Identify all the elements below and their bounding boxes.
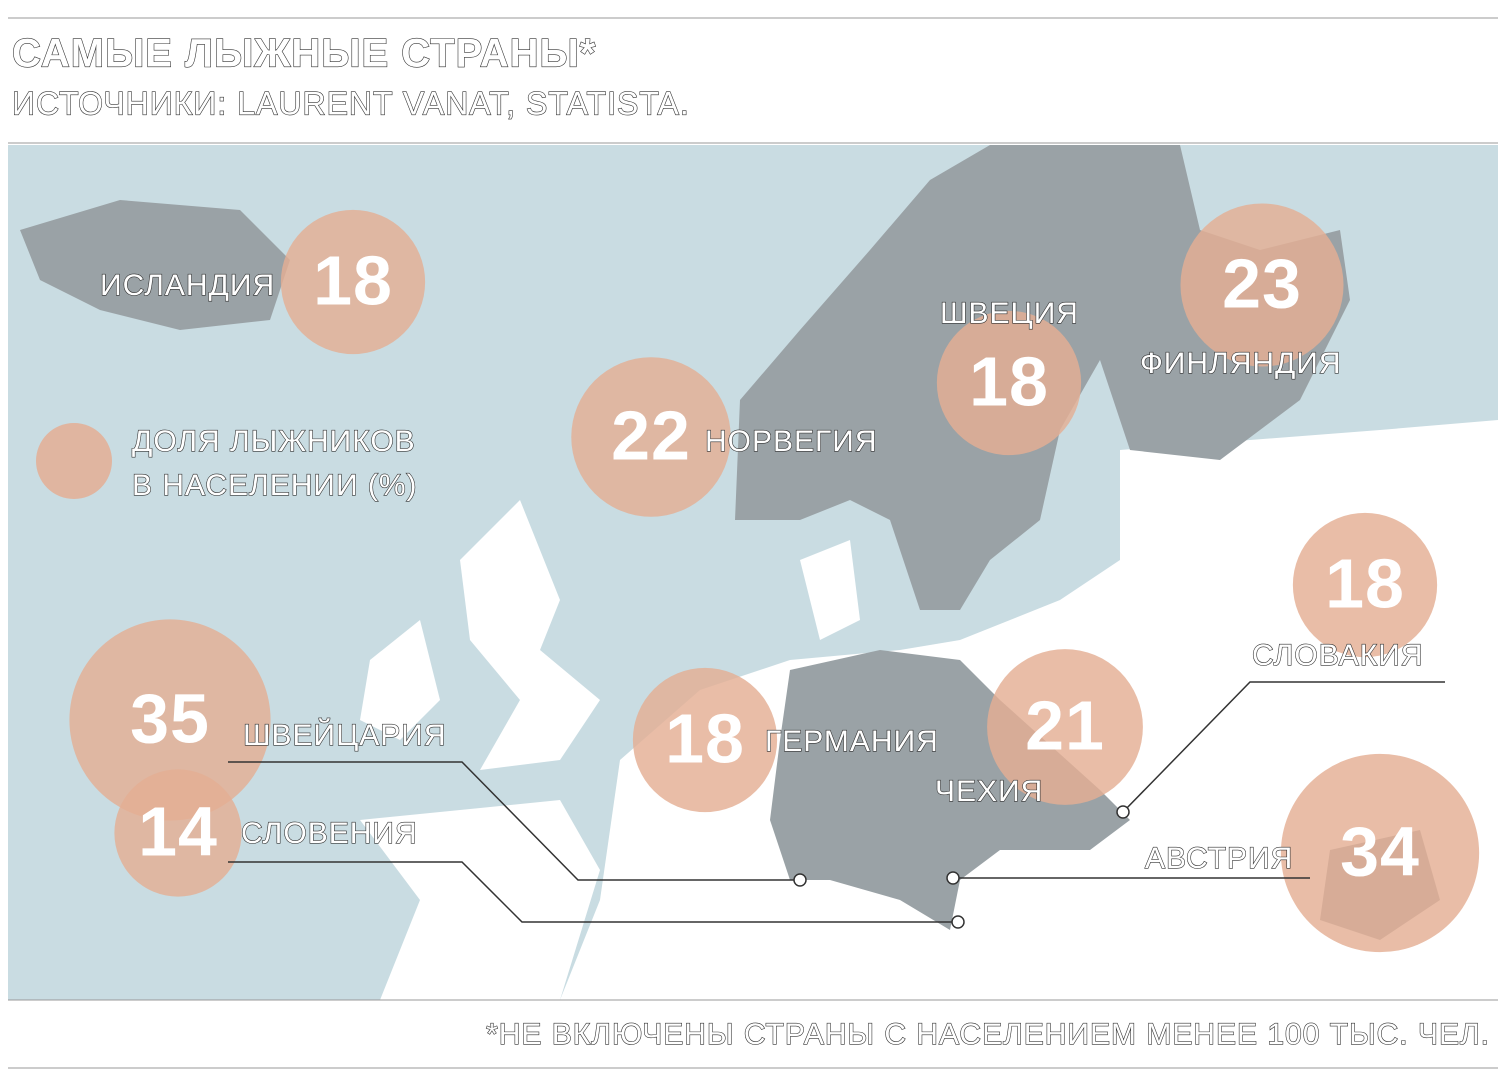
bubble (936, 310, 1082, 456)
country-label: ЧЕХИЯ (935, 775, 1043, 808)
bubble (1180, 203, 1344, 367)
leader-dot (946, 871, 960, 885)
country-label: СЛОВЕНИЯ (241, 817, 418, 850)
legend-label: ДОЛЯ ЛЫЖНИКОВ (132, 425, 416, 458)
land (360, 620, 440, 740)
bubble (632, 667, 778, 813)
bubble-value: 23 (1222, 244, 1302, 322)
bubble-value: 21 (1025, 686, 1105, 764)
country-label: ФИНЛЯНДИЯ (1140, 347, 1342, 380)
country-label: ИСЛАНДИЯ (100, 269, 275, 302)
central-europe (770, 650, 1130, 930)
leader-dot (951, 915, 965, 929)
leader-line (1122, 681, 1445, 813)
bubble-value: 18 (313, 241, 393, 319)
labels: ИСЛАНДИЯ НОРВЕГИЯ ШВЕЦИЯ ФИНЛЯНДИЯ СЛОВАКИЯ Ч… (99, 268, 1423, 875)
bubble-value: 14 (138, 792, 218, 870)
bubble (571, 357, 731, 517)
bubble-value: 34 (1340, 812, 1420, 890)
bubble (987, 649, 1143, 805)
source: ИСТОЧНИКИ: LAURENT VANAT, STATISTA. (12, 85, 690, 121)
bubble-value: 22 (611, 396, 691, 474)
leader-line (228, 861, 958, 923)
bubbles: 18 22 18 23 18 21 18 35 14 34 (69, 203, 1480, 953)
country-label: ГЕРМАНИЯ (765, 725, 939, 758)
leader-dot (793, 873, 807, 887)
title: САМЫЕ ЛЫЖНЫЕ СТРАНЫ* (12, 32, 596, 76)
land (800, 540, 860, 640)
country-label: СЛОВАКИЯ (1252, 639, 1423, 672)
legend-swatch (36, 423, 112, 499)
country-label: НОРВЕГИЯ (705, 425, 878, 458)
leader-line (228, 761, 800, 881)
bubble (1292, 512, 1438, 658)
land (460, 500, 600, 770)
leader-dot (1116, 805, 1130, 819)
bubble-value: 18 (1325, 544, 1405, 622)
land (360, 800, 600, 1000)
country-label: АВСТРИЯ (1145, 842, 1293, 875)
country-label: ШВЕЙЦАРИЯ (243, 718, 447, 752)
bubble-value: 18 (665, 699, 745, 777)
iceland (20, 200, 290, 330)
leader-dots (793, 805, 1130, 929)
footnote: *НЕ ВКЛЮЧЕНЫ СТРАНЫ С НАСЕЛЕНИЕМ МЕНЕЕ 1… (486, 1018, 1490, 1051)
bubble (114, 769, 242, 897)
bubble (1280, 753, 1480, 953)
bubble (69, 619, 271, 821)
legend-label: В НАСЕЛЕНИИ (%) (132, 469, 418, 502)
bubble-value: 18 (969, 342, 1049, 420)
bubble-value: 35 (130, 679, 210, 757)
country-label: ШВЕЦИЯ (940, 297, 1079, 330)
bubble (280, 209, 426, 355)
leaders (228, 681, 1445, 923)
